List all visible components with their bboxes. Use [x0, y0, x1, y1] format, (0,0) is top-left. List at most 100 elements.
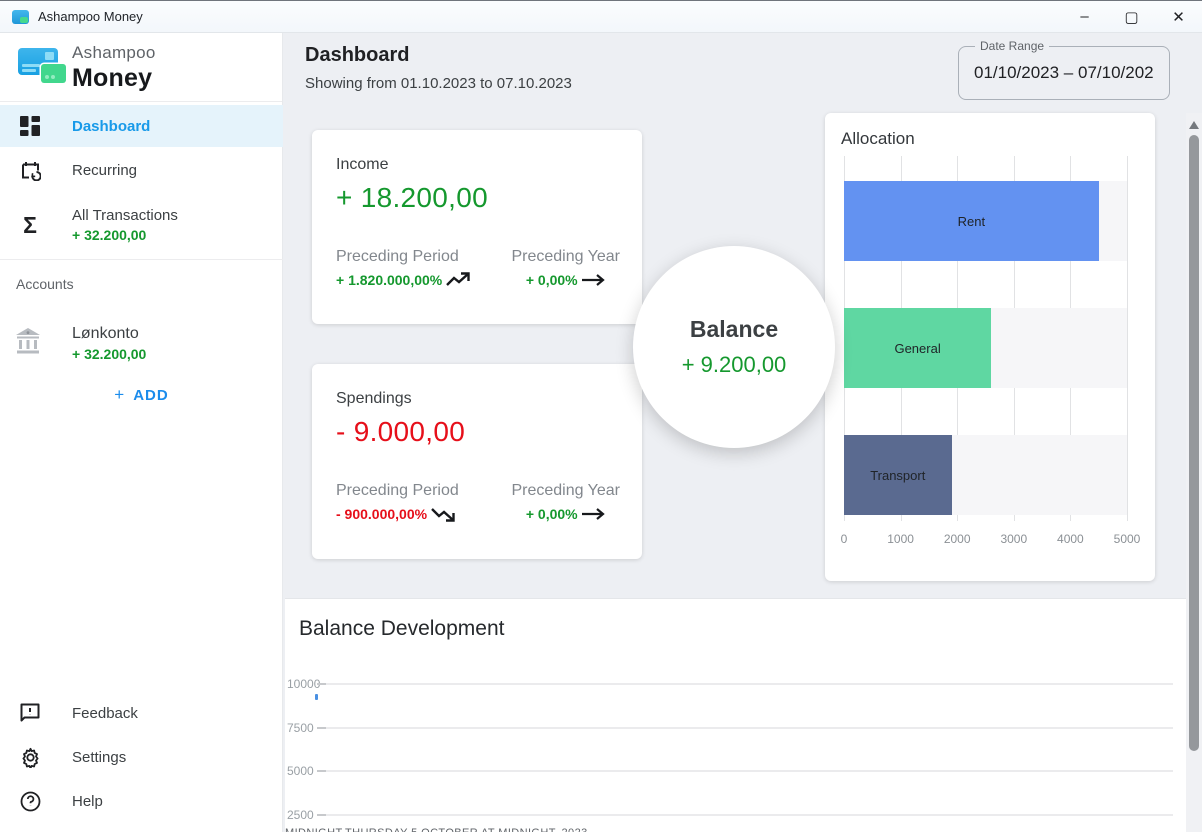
gridline	[317, 770, 1173, 773]
sidebar-item-all-transactions[interactable]: Σ All Transactions + 32.200,00	[0, 197, 283, 253]
bar-label: General	[894, 340, 941, 356]
bar-track: Transport	[844, 435, 1127, 515]
y-tick-label: 2500	[287, 808, 314, 823]
trending-down-icon	[431, 506, 457, 522]
allocation-title: Allocation	[841, 129, 915, 148]
preceding-year-label: Preceding Year	[511, 482, 620, 499]
accounts-header: Accounts	[16, 276, 74, 292]
x-tick-label: 2000	[943, 532, 971, 546]
income-amount: + 18.200,00	[336, 182, 488, 213]
bar-track: Rent	[844, 181, 1127, 261]
account-amount: + 32.200,00	[72, 345, 147, 362]
y-tick-label: 10000	[287, 677, 321, 691]
preceding-period-value: - 900.000,00%	[336, 506, 428, 522]
x-axis-label-clipped: THURSDAY 5 OCTOBER AT MIDNIGHT, 2023	[345, 827, 588, 832]
maximize-button[interactable]: ▢	[1124, 8, 1139, 26]
spendings-amount: - 9.000,00	[336, 416, 466, 447]
allocation-bar-rent[interactable]: Rent	[844, 181, 1099, 261]
arrow-right-icon	[581, 508, 606, 520]
sidebar-item-dashboard[interactable]: Dashboard	[0, 105, 283, 147]
sidebar-item-label: Settings	[72, 748, 127, 766]
page-title: Dashboard	[305, 44, 410, 66]
bar-label: Transport	[870, 467, 926, 483]
dashboard-icon	[18, 116, 42, 136]
income-card: Income + 18.200,00 Preceding Period + 1.…	[312, 130, 642, 324]
help-icon	[18, 791, 42, 812]
add-account-label: ADD	[133, 387, 169, 404]
arrow-right-icon	[581, 274, 606, 286]
app-logo-icon	[18, 46, 66, 90]
close-button[interactable]: ✕	[1172, 8, 1185, 26]
feedback-icon	[18, 703, 42, 723]
preceding-year-label: Preceding Year	[511, 248, 620, 265]
sidebar-item-recurring[interactable]: Recurring	[0, 149, 283, 191]
sigma-icon: Σ	[23, 212, 37, 238]
preceding-year-value: + 0,00%	[525, 272, 578, 288]
gridline	[317, 726, 1173, 729]
preceding-period-value: + 1.820.000,00%	[336, 272, 443, 288]
balance-development-title: Balance Development	[299, 617, 505, 640]
balance-badge: Balance + 9.200,00	[633, 246, 835, 448]
spendings-title: Spendings	[336, 390, 412, 407]
sidebar-item-label: Feedback	[72, 704, 138, 722]
balance-amount: + 9.200,00	[681, 352, 787, 377]
plus-icon: +	[114, 385, 126, 404]
vertical-scrollbar[interactable]	[1186, 113, 1202, 832]
titlebar: Ashampoo Money – ▢ ✕	[0, 1, 1202, 33]
sidebar: Ashampoo Money Dashboard	[0, 33, 283, 832]
gridline	[317, 814, 1173, 817]
main-content: Dashboard Showing from 01.10.2023 to 07.…	[283, 33, 1202, 832]
sidebar-item-label: Dashboard	[72, 117, 151, 135]
gear-icon	[18, 747, 42, 768]
sidebar-item-help[interactable]: Help	[0, 779, 283, 823]
sidebar-item-label: All Transactions	[72, 207, 178, 224]
income-title: Income	[336, 156, 389, 173]
sidebar-item-label: Help	[72, 792, 103, 810]
balance-development-panel: Balance Development MIDNIGHTTHURSDAY 5 O…	[285, 598, 1186, 832]
preceding-period-label: Preceding Period	[336, 248, 459, 265]
y-tick-label: 7500	[287, 720, 314, 735]
window-title: Ashampoo Money	[38, 9, 143, 24]
account-row-lonkonto[interactable]: Lønkonto + 32.200,00	[0, 319, 283, 367]
gridline	[1127, 156, 1128, 521]
date-range-input[interactable]: Date Range 01/10/2023 – 07/10/202	[958, 39, 1170, 100]
brand-name-bottom: Money	[72, 64, 153, 92]
spendings-card: Spendings - 9.000,00 Preceding Period - …	[312, 364, 642, 559]
x-tick-label: 3000	[1000, 532, 1028, 546]
x-tick-label: 5000	[1113, 532, 1141, 546]
window-controls: – ▢ ✕	[1061, 1, 1202, 32]
x-axis-clipped-labels: MIDNIGHTTHURSDAY 5 OCTOBER AT MIDNIGHT, …	[285, 827, 1186, 832]
sidebar-item-label: Recurring	[72, 161, 138, 179]
y-tick-label: 5000	[287, 764, 314, 779]
recurring-icon	[18, 160, 42, 181]
allocation-bar-general[interactable]: General	[844, 308, 992, 388]
all-transactions-amount: + 32.200,00	[72, 227, 147, 243]
date-range-label: Date Range	[975, 39, 1050, 53]
bar-track: General	[844, 308, 1127, 388]
minimize-button[interactable]: –	[1080, 8, 1089, 25]
account-name: Lønkonto	[72, 324, 139, 342]
scrollbar-thumb[interactable]	[1189, 135, 1199, 751]
sidebar-item-feedback[interactable]: Feedback	[0, 691, 283, 735]
brand: Ashampoo Money	[0, 33, 282, 102]
x-tick-label: 0	[840, 532, 848, 546]
trending-up-icon	[446, 272, 472, 288]
preceding-year-value: + 0,00%	[525, 506, 578, 522]
brand-name-top: Ashampoo	[72, 43, 156, 62]
preceding-period-label: Preceding Period	[336, 482, 459, 499]
sidebar-divider	[0, 259, 283, 260]
x-tick-label: 4000	[1057, 532, 1084, 546]
allocation-card: Allocation 0 1000 2000 3000 4000 5000 Rent Gene…	[825, 113, 1155, 581]
sidebar-item-settings[interactable]: Settings	[0, 735, 283, 779]
bank-icon	[16, 327, 46, 359]
scroll-up-arrow-icon[interactable]	[1189, 121, 1199, 129]
date-range-value: 01/10/2023 – 07/10/202	[974, 63, 1154, 82]
add-account-button[interactable]: + ADD	[0, 385, 283, 405]
allocation-bar-transport[interactable]: Transport	[844, 435, 952, 515]
x-tick-label: 1000	[887, 532, 914, 546]
page-subtitle: Showing from 01.10.2023 to 07.10.2023	[305, 75, 572, 92]
x-axis-label-clipped: MIDNIGHT	[285, 827, 343, 832]
balance-title: Balance	[689, 316, 779, 342]
gridline	[317, 683, 1173, 685]
